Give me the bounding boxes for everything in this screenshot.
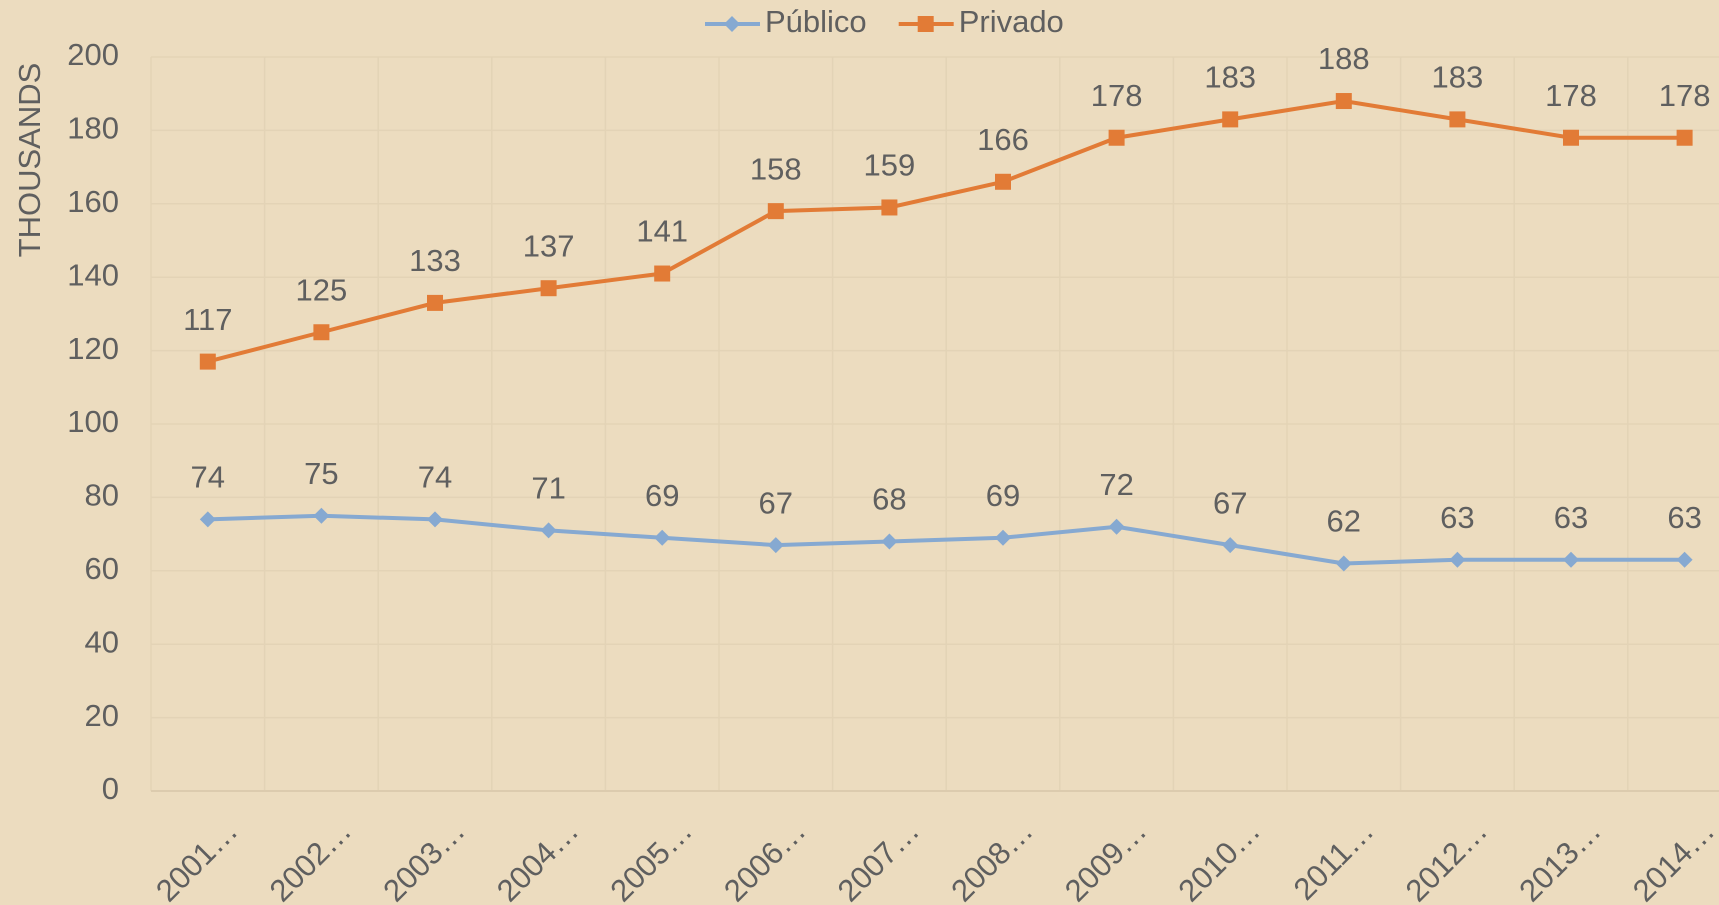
data-label: 137 [523, 228, 575, 263]
marker [917, 16, 934, 32]
y-tick-label: 200 [67, 37, 119, 72]
marker [1335, 93, 1352, 110]
data-label: 69 [986, 478, 1020, 513]
marker [1108, 518, 1125, 535]
data-label: 63 [1554, 500, 1588, 535]
y-axis-label: THOUSANDS [12, 63, 47, 258]
marker [654, 265, 671, 282]
marker [1222, 537, 1239, 554]
marker [199, 511, 216, 528]
y-tick-label: 140 [67, 257, 119, 292]
marker [1222, 111, 1239, 128]
data-label: 72 [1099, 467, 1133, 502]
marker [1449, 551, 1466, 568]
marker [540, 522, 557, 539]
y-tick-label: 120 [67, 331, 119, 366]
data-label: 71 [531, 471, 565, 506]
data-label: 67 [759, 485, 793, 520]
y-tick-label: 100 [67, 404, 119, 439]
marker [427, 294, 443, 311]
y-tick-label: 80 [85, 478, 119, 513]
marker [1335, 555, 1352, 572]
data-label: 159 [864, 148, 916, 183]
data-label: 62 [1327, 504, 1361, 539]
marker [767, 203, 784, 220]
marker [1563, 551, 1579, 568]
marker [995, 173, 1011, 190]
marker [1676, 551, 1693, 568]
data-label: 141 [636, 214, 688, 249]
data-label: 68 [872, 482, 906, 517]
data-label: 178 [1091, 78, 1143, 113]
y-tick-label: 40 [85, 624, 119, 659]
data-label: 67 [1213, 485, 1247, 520]
marker [654, 529, 671, 546]
data-label: 63 [1667, 500, 1701, 535]
marker [767, 537, 784, 554]
y-tick-label: 160 [67, 184, 119, 219]
marker [881, 533, 898, 550]
marker [724, 16, 740, 32]
data-label: 183 [1432, 60, 1484, 95]
marker [995, 529, 1011, 546]
data-label: 74 [191, 460, 225, 495]
y-tick-label: 0 [102, 771, 119, 806]
marker [313, 507, 330, 524]
data-label: 158 [750, 151, 802, 186]
data-label: 133 [409, 243, 461, 278]
marker [1449, 111, 1466, 128]
y-tick-label: 60 [85, 551, 119, 586]
data-label: 183 [1204, 60, 1256, 95]
marker [1108, 129, 1125, 146]
y-tick-label: 20 [85, 698, 119, 733]
marker [881, 199, 898, 216]
data-label: 63 [1440, 500, 1474, 535]
data-label: 75 [304, 456, 338, 491]
marker [427, 511, 443, 528]
data-label: 125 [296, 272, 348, 307]
marker [1563, 129, 1579, 146]
data-label: 178 [1659, 78, 1711, 113]
marker [199, 353, 216, 370]
data-label: 166 [977, 122, 1029, 157]
data-label: 178 [1545, 78, 1597, 113]
data-label: 117 [183, 302, 232, 337]
data-label: 188 [1318, 41, 1370, 76]
marker [540, 280, 557, 297]
series-line [207, 513, 1685, 566]
marker [313, 324, 330, 341]
legend-label: Público [765, 4, 867, 39]
data-label: 69 [645, 478, 679, 513]
y-tick-label: 180 [67, 111, 119, 146]
legend-label: Privado [959, 4, 1064, 39]
marker [1676, 129, 1693, 146]
series-line [207, 99, 1685, 364]
data-label: 74 [418, 460, 452, 495]
